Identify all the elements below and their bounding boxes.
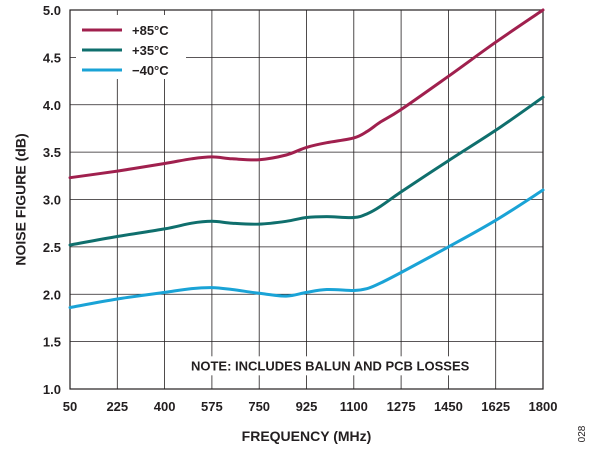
x-axis-title: FREQUENCY (MHz) <box>242 428 372 444</box>
series-lines <box>68 8 545 309</box>
y-tick-label: 5.0 <box>43 3 61 18</box>
y-tick-label: 3.5 <box>43 145 61 160</box>
y-tick-label: 2.5 <box>43 240 61 255</box>
legend-label: −40°C <box>132 63 169 78</box>
x-tick-labels: 50 225 400 575 750 925 1100 1275 1450 1625 1800 <box>63 399 558 414</box>
x-tick-label: 50 <box>63 399 77 414</box>
series-line-1 <box>68 95 545 247</box>
x-tick-label: 1800 <box>529 399 558 414</box>
x-tick-label: 1625 <box>481 399 510 414</box>
plot-frame <box>69 9 544 390</box>
y-tick-label: 4.0 <box>43 98 61 113</box>
legend-background <box>76 15 186 79</box>
x-tick-label: 750 <box>248 399 270 414</box>
x-tick-label: 1450 <box>434 399 463 414</box>
x-tick-label: 575 <box>201 399 223 414</box>
y-tick-labels: 1.0 1.5 2.0 2.5 3.0 3.5 4.0 4.5 5.0 <box>43 3 61 397</box>
legend-label: +35°C <box>132 43 169 58</box>
x-tick-label: 225 <box>106 399 128 414</box>
legend: +85°C +35°C −40°C <box>76 15 186 79</box>
x-tick-label: 1275 <box>387 399 416 414</box>
x-tick-label: 400 <box>154 399 176 414</box>
y-tick-label: 1.0 <box>43 382 61 397</box>
y-tick-label: 1.5 <box>43 335 61 350</box>
note-annotation: NOTE: INCLUDES BALUN AND PCB LOSSES <box>191 358 470 373</box>
y-tick-label: 3.0 <box>43 193 61 208</box>
x-tick-label: 925 <box>296 399 318 414</box>
y-tick-label: 2.0 <box>43 287 61 302</box>
y-axis-title: NOISE FIGURE (dB) <box>13 133 29 265</box>
x-tick-label: 1100 <box>340 399 368 414</box>
series-line-0 <box>68 8 545 180</box>
figure-number: 028 <box>577 425 588 442</box>
legend-label: +85°C <box>132 23 169 38</box>
series-line-2 <box>68 188 545 309</box>
note-background <box>184 356 476 376</box>
y-tick-label: 4.5 <box>43 50 61 65</box>
